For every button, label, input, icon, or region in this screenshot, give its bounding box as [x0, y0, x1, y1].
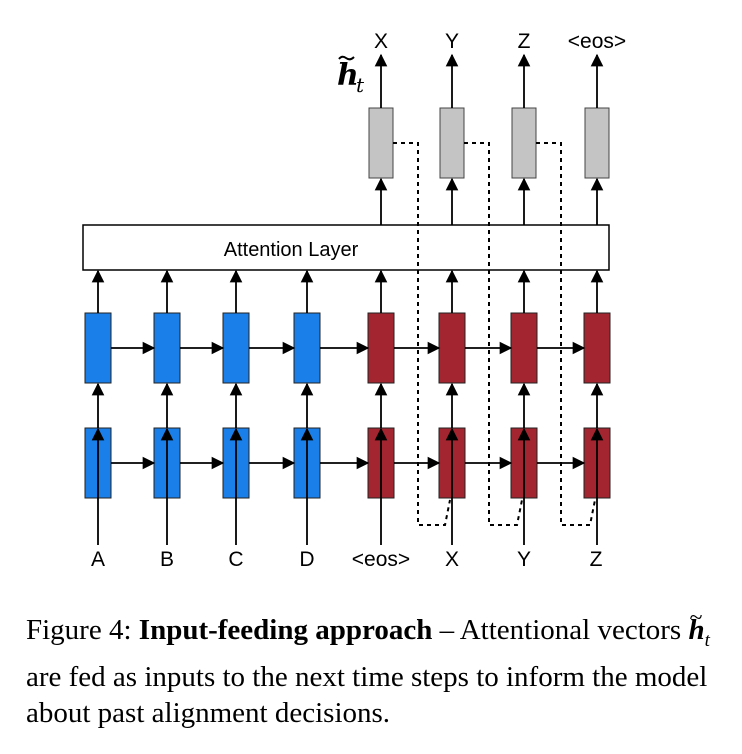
target-output-label: Y [445, 30, 459, 53]
input-feeding-paths [393, 142, 596, 526]
caption-bold-title: Input-feeding approach [138, 614, 433, 646]
ht-symbol: h [337, 58, 359, 93]
source-input-label: B [160, 548, 174, 571]
attention-layer-box [82, 224, 610, 271]
arrows [91, 53, 604, 545]
attentional-vector-cell [439, 107, 465, 179]
target-input-label: <eos> [352, 548, 410, 571]
encoder-upper-cell [222, 312, 250, 384]
decoder-upper-cell [367, 312, 395, 384]
caption-suffix: are fed as inputs to the next time steps… [26, 660, 708, 729]
input-feeding-path [464, 142, 523, 526]
caption-middle: – Attentional vectors [432, 614, 689, 646]
source-input-label: A [91, 548, 105, 571]
input-feeding-path [536, 142, 596, 526]
caption-prefix: Figure 4: [26, 614, 139, 646]
ht-tilde [338, 55, 355, 61]
target-input-label: Z [590, 548, 603, 571]
target-input-label: X [445, 548, 459, 571]
caption-ht-subscript: t [704, 629, 710, 651]
top-output-labels: X Y Z <eos> [374, 30, 626, 53]
input-feeding-path [393, 142, 451, 526]
target-output-label: <eos> [568, 30, 626, 53]
target-output-label: X [374, 30, 388, 53]
input-feeding-diagram: Attention Layer h t A B C D <eos> X Y Z … [82, 30, 626, 571]
encoder-upper-cell [153, 312, 181, 384]
attentional-vector-cell [584, 107, 610, 179]
decoder-upper-cell [583, 312, 611, 384]
bottom-input-labels: A B C D <eos> X Y Z [91, 548, 603, 571]
source-input-label: C [228, 548, 243, 571]
source-input-label: D [299, 548, 314, 571]
caption-ht: ht [688, 614, 709, 651]
decoder-upper-cell [438, 312, 466, 384]
attentional-vector-cell [511, 107, 537, 179]
caption-ht-symbol: h [688, 614, 705, 646]
encoder-upper-cell [84, 312, 112, 384]
target-input-label: Y [517, 548, 531, 571]
attention-layer-label: Attention Layer [224, 239, 359, 261]
encoder-upper-cell [293, 312, 321, 384]
attentional-vector-cell [368, 107, 394, 179]
decoder-upper-cell [510, 312, 538, 384]
ht-subscript: t [356, 73, 365, 97]
target-output-label: Z [518, 30, 531, 53]
figure-caption: Figure 4: Input-feeding approach – Atten… [26, 612, 726, 731]
rnn-cells [84, 107, 611, 499]
